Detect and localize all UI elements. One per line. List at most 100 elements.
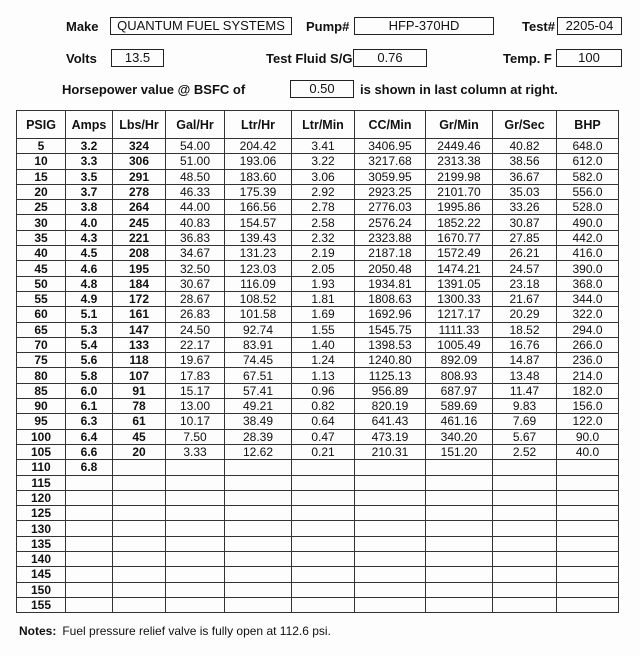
- table-cell: [354, 551, 426, 568]
- column-header: Gal/Hr: [165, 110, 225, 139]
- table-cell: 208: [112, 245, 166, 262]
- table-cell: 50: [16, 275, 66, 292]
- table-cell: 30.87: [492, 214, 557, 231]
- table-cell: [291, 566, 355, 583]
- table-cell: 80: [16, 367, 66, 384]
- table-cell: 25: [16, 199, 66, 216]
- table-cell: 2923.25: [354, 183, 426, 201]
- table-cell: 36.67: [492, 168, 557, 185]
- table-cell: 12.62: [224, 443, 292, 461]
- table-row: 70 5.4 133 22.17 83.91 1.40 1398.53 1005.49 16.7…: [16, 336, 619, 354]
- table-cell: 322.0: [556, 306, 619, 323]
- flow-table: PSIG Amps Lbs/Hr Gal/Hr Ltr/Hr Ltr/Min CC/Min G…: [16, 110, 619, 614]
- table-cell: 1300.33: [425, 290, 493, 308]
- table-cell: 1240.80: [354, 352, 426, 369]
- table-cell: 30.67: [165, 275, 225, 292]
- table-cell: [65, 596, 113, 614]
- table-cell: [354, 596, 426, 614]
- table-cell: [354, 459, 426, 476]
- table-cell: [354, 489, 426, 507]
- test-label: Test#: [522, 19, 555, 34]
- table-cell: [165, 551, 225, 568]
- table-row: 45 4.6 195 32.50 123.03 2.05 2050.48 1474.21 24.…: [16, 260, 619, 277]
- table-cell: 6.0: [65, 382, 113, 400]
- table-cell: [556, 581, 619, 598]
- table-cell: [425, 459, 493, 476]
- table-cell: [291, 596, 355, 614]
- table-cell: 0.82: [291, 398, 355, 415]
- table-cell: 3406.95: [354, 137, 426, 155]
- table-cell: 135: [16, 535, 66, 553]
- table-cell: [425, 581, 493, 598]
- table-cell: [354, 566, 426, 583]
- table-cell: 90.0: [556, 428, 619, 445]
- table-cell: [425, 505, 493, 522]
- table-cell: 184: [112, 275, 166, 292]
- table-cell: 3.3: [65, 153, 113, 170]
- table-row: 80 5.8 107 17.83 67.51 1.13 1125.13 808.93 13.48…: [16, 367, 619, 384]
- table-cell: 15: [16, 168, 66, 185]
- table-cell: [112, 489, 166, 507]
- table-cell: 214.0: [556, 367, 619, 384]
- table-cell: [492, 551, 557, 568]
- table-cell: 473.19: [354, 428, 426, 445]
- table-cell: 40.83: [165, 214, 225, 231]
- table-cell: [224, 581, 292, 598]
- table-cell: [112, 474, 166, 491]
- table-cell: 1545.75: [354, 321, 426, 338]
- table-cell: 2050.48: [354, 260, 426, 277]
- table-cell: 48.50: [165, 168, 225, 185]
- table-cell: [65, 520, 113, 537]
- table-row: 10 3.3 306 51.00 193.06 3.22 3217.68 2313.38 38.…: [16, 153, 619, 170]
- table-cell: [112, 535, 166, 553]
- table-row: 50 4.8 184 30.67 116.09 1.93 1934.81 1391.05 23.…: [16, 275, 619, 292]
- notes: Notes: Fuel pressure relief valve is full…: [19, 624, 331, 638]
- table-cell: 154.57: [224, 214, 292, 231]
- table-cell: [224, 520, 292, 537]
- table-cell: 6.8: [65, 459, 113, 476]
- table-cell: 13.48: [492, 367, 557, 384]
- table-cell: 7.50: [165, 428, 225, 445]
- table-cell: 26.83: [165, 306, 225, 323]
- table-cell: 30: [16, 214, 66, 231]
- table-cell: 74.45: [224, 352, 292, 369]
- table-cell: 75: [16, 352, 66, 369]
- column-header: Lbs/Hr: [112, 110, 166, 139]
- table-cell: 60: [16, 306, 66, 323]
- volts-field: 13.5: [111, 49, 164, 67]
- table-cell: 6.3: [65, 413, 113, 430]
- table-cell: [291, 459, 355, 476]
- table-cell: 78: [112, 398, 166, 415]
- volts-label: Volts: [66, 51, 97, 66]
- table-cell: [112, 459, 166, 476]
- table-cell: 264: [112, 199, 166, 216]
- table-cell: 820.19: [354, 398, 426, 415]
- table-cell: [492, 505, 557, 522]
- table-cell: 442.0: [556, 229, 619, 247]
- table-row: 125: [16, 505, 619, 522]
- table-cell: 28.39: [224, 428, 292, 445]
- table-cell: 1.69: [291, 306, 355, 323]
- table-row: 25 3.8 264 44.00 166.56 2.78 2776.03 1995.86 33.…: [16, 199, 619, 216]
- table-cell: [492, 474, 557, 491]
- table-row: 135: [16, 535, 619, 553]
- table-cell: [65, 505, 113, 522]
- table-cell: 3.8: [65, 199, 113, 216]
- table-cell: 32.50: [165, 260, 225, 277]
- table-cell: 5.8: [65, 367, 113, 384]
- table-cell: 1391.05: [425, 275, 493, 292]
- table-cell: 612.0: [556, 153, 619, 170]
- table-cell: 1852.22: [425, 214, 493, 231]
- table-row: 35 4.3 221 36.83 139.43 2.32 2323.88 1670.77 27.…: [16, 229, 619, 247]
- column-header: Gr/Min: [425, 110, 493, 139]
- table-cell: 1808.63: [354, 290, 426, 308]
- table-row: 85 6.0 91 15.17 57.41 0.96 956.89 687.97 11.47 18…: [16, 382, 619, 400]
- table-cell: 2.19: [291, 245, 355, 262]
- pump-label: Pump#: [306, 19, 350, 34]
- table-cell: [65, 566, 113, 583]
- table-row: 55 4.9 172 28.67 108.52 1.81 1808.63 1300.33 21.…: [16, 290, 619, 308]
- column-header: PSIG: [16, 110, 66, 139]
- table-cell: 1572.49: [425, 245, 493, 262]
- table-row: 20 3.7 278 46.33 175.39 2.92 2923.25 2101.70 35.…: [16, 183, 619, 201]
